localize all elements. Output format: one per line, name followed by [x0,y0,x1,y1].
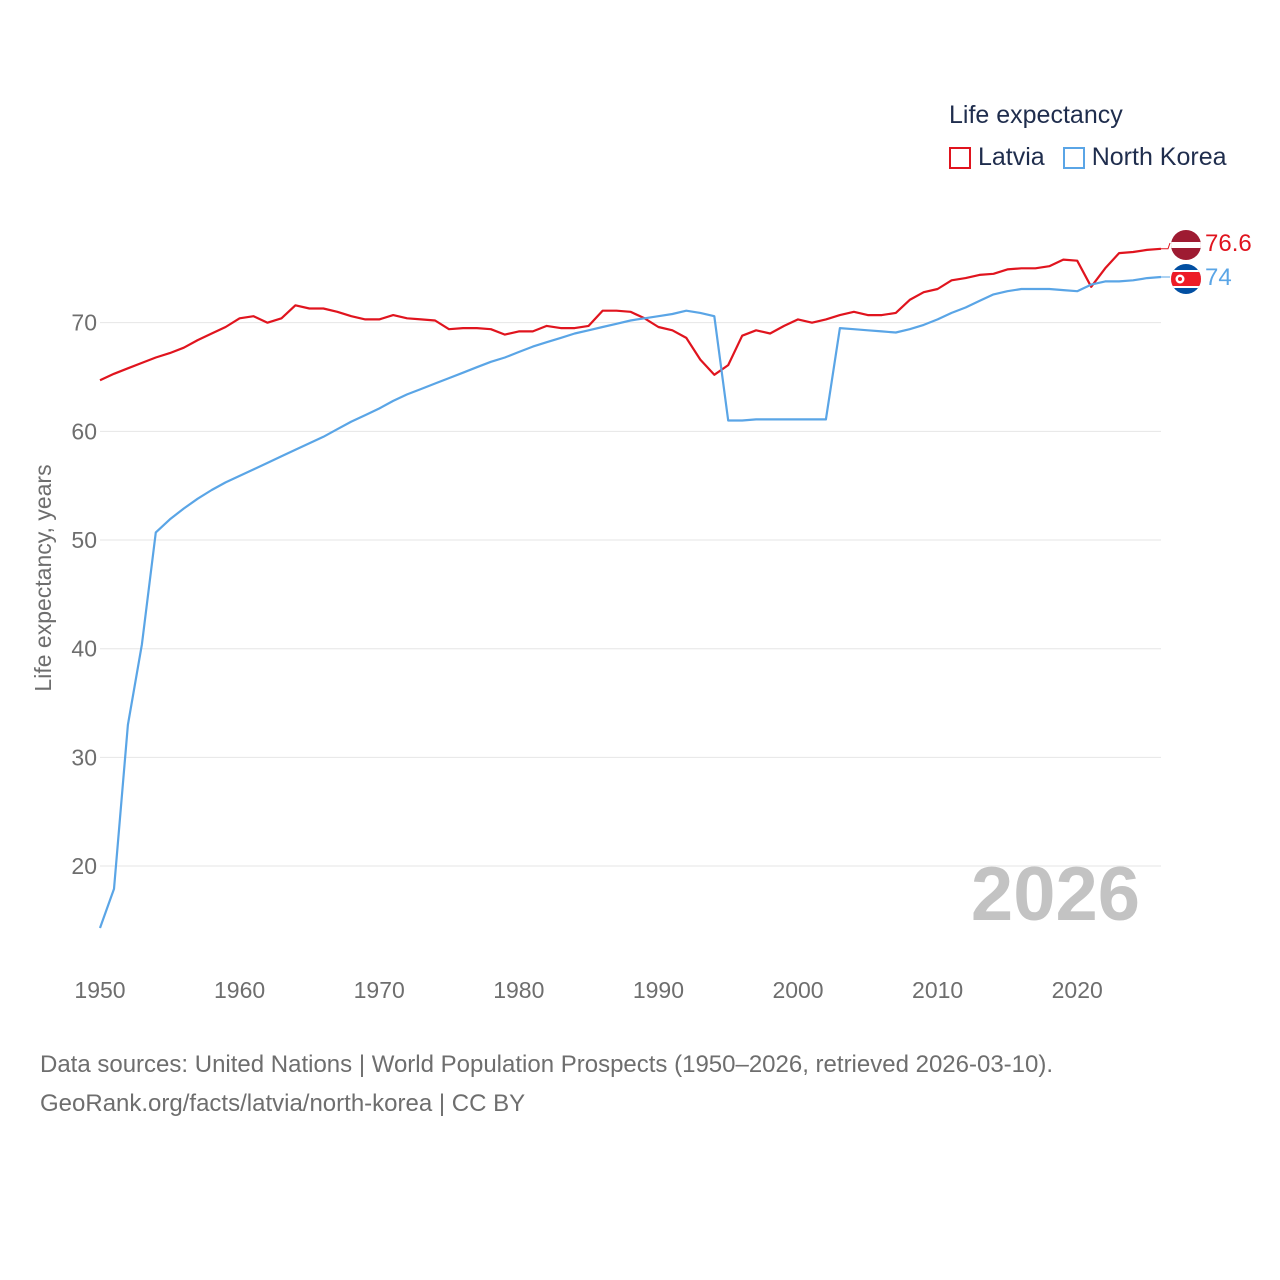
legend-item-latvia[interactable]: Latvia [949,143,1045,172]
gridlines [100,322,1161,867]
footer-attribution: GeoRank.org/facts/latvia/north-korea | C… [40,1090,526,1117]
x-tick-label: 1970 [354,977,405,1003]
x-tick-label: 1980 [493,977,544,1003]
x-axis-ticks: 1950 1960 1970 1980 1990 2000 2010 2020 [74,977,1102,1003]
legend-label-north-korea: North Korea [1091,143,1227,171]
x-tick-label: 2010 [912,977,963,1003]
end-label-latvia: 76.6 [1205,230,1252,257]
legend: Latvia North Korea [949,143,1227,172]
series-line-latvia [99,247,1162,382]
y-tick-label: 20 [71,853,97,879]
y-tick-label: 30 [71,744,97,770]
footer: Data sources: United Nations | World Pop… [40,1045,1053,1123]
year-watermark: 2026 [971,852,1140,937]
latvia-swatch [949,146,971,169]
x-tick-label: 1960 [214,977,265,1003]
x-tick-label: 1990 [633,977,684,1003]
legend-title: Life expectancy [949,101,1123,129]
x-tick-label: 2000 [772,977,823,1003]
series-lines [98,247,1162,929]
y-axis-ticks: 20 30 40 50 60 70 [71,310,97,879]
x-tick-label: 2020 [1052,977,1103,1003]
x-tick-label: 1950 [74,977,125,1003]
life-expectancy-chart: 20 30 40 50 60 70 1950 1960 1970 1980 1990 2000 201… [30,230,1252,1003]
series-end-labels: 76.6 74 [1161,230,1252,291]
latvia-flag-icon [1171,230,1201,260]
footer-sources: Data sources: United Nations | World Pop… [40,1051,1054,1078]
legend-item-north-korea[interactable]: North Korea [1062,143,1227,172]
end-label-north-korea: 74 [1205,264,1232,291]
series-line-north-korea [98,275,1162,929]
end-label-connector [1161,242,1171,250]
north-korea-flag-icon [1171,264,1201,294]
y-axis-label: Life expectancy, years [30,464,56,691]
y-tick-label: 60 [71,418,97,444]
y-tick-label: 70 [71,310,97,336]
y-tick-label: 40 [71,636,97,662]
legend-label-latvia: Latvia [978,143,1045,171]
north-korea-swatch [1062,146,1085,169]
y-tick-label: 50 [71,527,97,553]
